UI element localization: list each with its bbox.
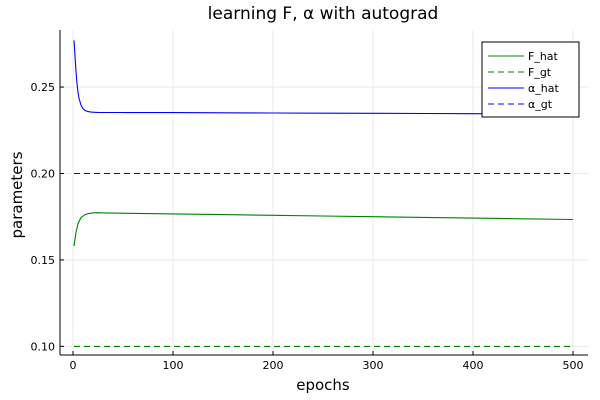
y-tick-label: 0.15 (31, 254, 56, 267)
axes: 0 100 200 300 400 500 0.10 0.15 0.20 0.25 (31, 30, 588, 372)
legend-label: F_gt (528, 66, 552, 79)
y-tick-label: 0.25 (31, 81, 56, 94)
series-line-α_hat (73, 40, 574, 115)
legend-label: α_hat (528, 82, 559, 95)
y-tick-label: 0.10 (31, 340, 56, 353)
legend: F_hat F_gt α_hat α_gt (481, 41, 580, 118)
legend-box (481, 41, 580, 118)
x-tick-label: 0 (70, 359, 77, 372)
x-tick-label: 500 (563, 359, 584, 372)
chart-title: learning F, α with autograd (208, 4, 439, 24)
series-line-F_hat (73, 212, 574, 247)
x-tick-label: 400 (463, 359, 484, 372)
y-tick-label: 0.20 (31, 167, 56, 180)
y-axis-label: parameters (8, 151, 26, 238)
x-tick-label: 200 (263, 359, 284, 372)
series-group (73, 40, 574, 347)
x-tick-label: 100 (163, 359, 184, 372)
x-tick-label: 300 (363, 359, 384, 372)
x-axis-label: epochs (296, 376, 350, 394)
legend-label: F_hat (528, 50, 559, 63)
legend-label: α_gt (528, 98, 553, 111)
